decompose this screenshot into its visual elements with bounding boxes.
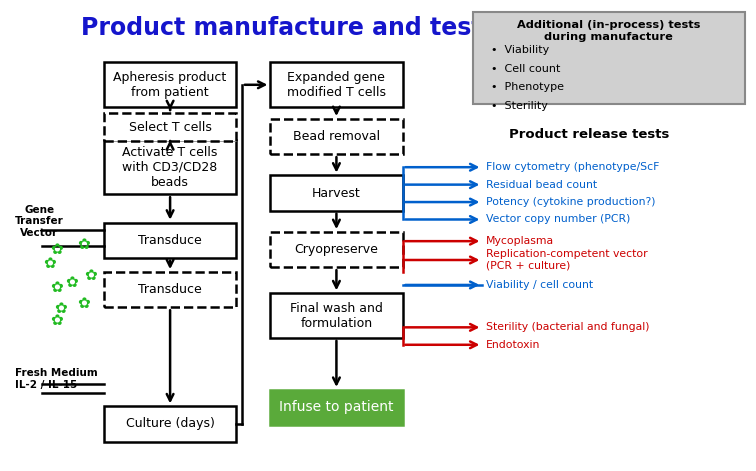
Text: Viability / cell count: Viability / cell count bbox=[486, 280, 593, 290]
Text: Potency (cytokine production?): Potency (cytokine production?) bbox=[486, 197, 655, 207]
FancyBboxPatch shape bbox=[271, 390, 402, 425]
Text: Vector copy number (PCR): Vector copy number (PCR) bbox=[486, 214, 631, 225]
Text: Flow cytometry (phenotype/ScF: Flow cytometry (phenotype/ScF bbox=[486, 162, 659, 172]
FancyBboxPatch shape bbox=[104, 63, 236, 107]
Text: Expanded gene
modified T cells: Expanded gene modified T cells bbox=[287, 71, 386, 99]
Text: Sterility (bacterial and fungal): Sterility (bacterial and fungal) bbox=[486, 322, 649, 333]
Text: Bead removal: Bead removal bbox=[293, 130, 380, 143]
Text: Product release tests: Product release tests bbox=[510, 128, 670, 141]
Text: Gene
Transfer
Vector: Gene Transfer Vector bbox=[15, 205, 64, 238]
Text: Transduce: Transduce bbox=[138, 234, 202, 247]
Text: ✿: ✿ bbox=[51, 280, 63, 295]
Text: Product manufacture and testing: Product manufacture and testing bbox=[81, 16, 524, 41]
Text: Fresh Medium
IL-2 / IL-15: Fresh Medium IL-2 / IL-15 bbox=[15, 368, 98, 390]
FancyBboxPatch shape bbox=[271, 232, 402, 268]
Text: Endotoxin: Endotoxin bbox=[486, 340, 541, 350]
Text: Activate T cells
with CD3/CD28
beads: Activate T cells with CD3/CD28 beads bbox=[122, 146, 218, 189]
Text: Residual bead count: Residual bead count bbox=[486, 179, 597, 190]
Text: •  Phenotype: • Phenotype bbox=[491, 82, 565, 92]
Text: Culture (days): Culture (days) bbox=[125, 417, 215, 430]
Text: ✿: ✿ bbox=[51, 313, 63, 328]
Text: •  Viability: • Viability bbox=[491, 45, 550, 55]
Text: •  Cell count: • Cell count bbox=[491, 64, 561, 73]
Text: ✿: ✿ bbox=[66, 275, 78, 290]
Text: Additional (in-process) tests
during manufacture: Additional (in-process) tests during man… bbox=[517, 20, 700, 42]
FancyBboxPatch shape bbox=[271, 176, 402, 211]
FancyBboxPatch shape bbox=[104, 272, 236, 307]
Text: Apheresis product
from patient: Apheresis product from patient bbox=[113, 71, 227, 99]
FancyBboxPatch shape bbox=[271, 119, 402, 154]
FancyBboxPatch shape bbox=[472, 12, 745, 104]
Text: ✿: ✿ bbox=[85, 268, 97, 283]
Text: Harvest: Harvest bbox=[312, 187, 361, 200]
Text: ✿: ✿ bbox=[51, 242, 63, 257]
FancyBboxPatch shape bbox=[104, 406, 236, 442]
Text: Transduce: Transduce bbox=[138, 283, 202, 296]
FancyBboxPatch shape bbox=[104, 223, 236, 258]
Text: Select T cells: Select T cells bbox=[129, 121, 212, 134]
Text: Replication-competent vector
(PCR + culture): Replication-competent vector (PCR + cult… bbox=[486, 249, 648, 271]
Text: Final wash and
formulation: Final wash and formulation bbox=[290, 301, 383, 330]
FancyBboxPatch shape bbox=[271, 63, 402, 107]
Text: Infuse to patient: Infuse to patient bbox=[279, 400, 394, 414]
Text: ✿: ✿ bbox=[54, 301, 67, 316]
Text: ✿: ✿ bbox=[77, 237, 89, 252]
Text: Cryopreserve: Cryopreserve bbox=[295, 243, 378, 256]
FancyBboxPatch shape bbox=[104, 113, 236, 141]
FancyBboxPatch shape bbox=[104, 140, 236, 194]
Text: Mycoplasma: Mycoplasma bbox=[486, 236, 554, 246]
Text: •  Sterility: • Sterility bbox=[491, 101, 548, 111]
Text: ✿: ✿ bbox=[43, 256, 55, 271]
FancyBboxPatch shape bbox=[271, 293, 402, 338]
Text: ✿: ✿ bbox=[77, 296, 89, 311]
